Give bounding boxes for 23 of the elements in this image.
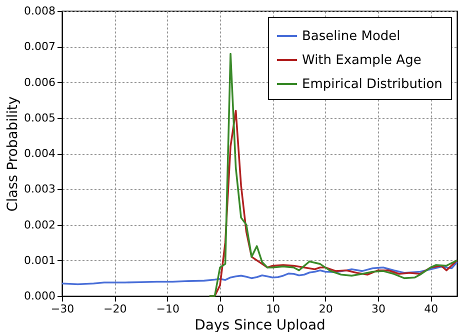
y-tick-label: 0.008 [24, 4, 56, 18]
y-tick-label: 0.003 [24, 182, 56, 196]
legend-label: With Example Age [302, 53, 422, 68]
y-axis-title: Class Probability [5, 96, 22, 212]
y-tick-label: 0.007 [24, 40, 56, 54]
x-tick-label: 20 [318, 302, 333, 316]
y-tick-label: 0.001 [24, 254, 56, 267]
line-series [208, 52, 458, 297]
x-tick-label: 30 [372, 302, 386, 316]
x-tick-label: −10 [156, 302, 180, 316]
y-tick-label: 0.006 [24, 76, 56, 89]
x-tick-label: 10 [266, 302, 280, 316]
legend-label: Baseline Model [302, 29, 400, 44]
x-tick-label: 40 [424, 302, 438, 316]
x-tick-label: −30 [50, 302, 74, 316]
x-tick-label: −20 [104, 302, 127, 316]
y-tick-label: 0.002 [24, 218, 56, 232]
x-tick-label: 0 [217, 302, 224, 316]
y-tick-label: 0.000 [24, 290, 56, 302]
line-series [61, 261, 458, 286]
y-tick-label: 0.005 [24, 111, 56, 124]
y-tick-label: 0.004 [24, 147, 56, 160]
legend-label: Empirical Distribution [302, 77, 442, 92]
